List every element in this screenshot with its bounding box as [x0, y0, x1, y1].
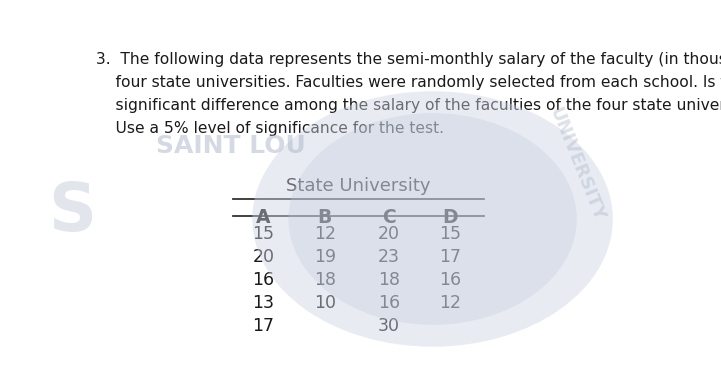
Text: 18: 18	[378, 271, 400, 289]
Text: 15: 15	[440, 225, 461, 243]
Text: 18: 18	[314, 271, 336, 289]
Text: A: A	[256, 208, 270, 227]
Text: D: D	[443, 208, 459, 227]
Ellipse shape	[252, 91, 613, 347]
Text: S: S	[48, 179, 96, 245]
Text: 19: 19	[314, 248, 336, 266]
Text: 20: 20	[378, 225, 400, 243]
Text: four state universities. Faculties were randomly selected from each school. Is t: four state universities. Faculties were …	[96, 75, 721, 90]
Text: 3.  The following data represents the semi-monthly salary of the faculty (in tho: 3. The following data represents the sem…	[96, 52, 721, 67]
Ellipse shape	[288, 113, 577, 325]
Text: State University: State University	[286, 177, 430, 195]
Text: B: B	[318, 208, 332, 227]
Text: 16: 16	[378, 294, 400, 312]
Text: 20: 20	[252, 248, 275, 266]
Text: 30: 30	[378, 317, 400, 335]
Text: 16: 16	[440, 271, 461, 289]
Text: 16: 16	[252, 271, 275, 289]
Text: 15: 15	[252, 225, 275, 243]
Text: UNIVERSITY: UNIVERSITY	[546, 105, 608, 224]
Text: 23: 23	[378, 248, 400, 266]
Text: 10: 10	[314, 294, 336, 312]
Text: 17: 17	[440, 248, 461, 266]
Text: 17: 17	[252, 317, 275, 335]
Text: 12: 12	[314, 225, 336, 243]
Text: SAINT LOU: SAINT LOU	[156, 134, 306, 158]
Text: C: C	[382, 208, 396, 227]
Text: significant difference among the salary of the faculties of the four state unive: significant difference among the salary …	[96, 98, 721, 113]
Text: 13: 13	[252, 294, 275, 312]
Text: Use a 5% level of significance for the test.: Use a 5% level of significance for the t…	[96, 122, 443, 137]
Text: 12: 12	[440, 294, 461, 312]
